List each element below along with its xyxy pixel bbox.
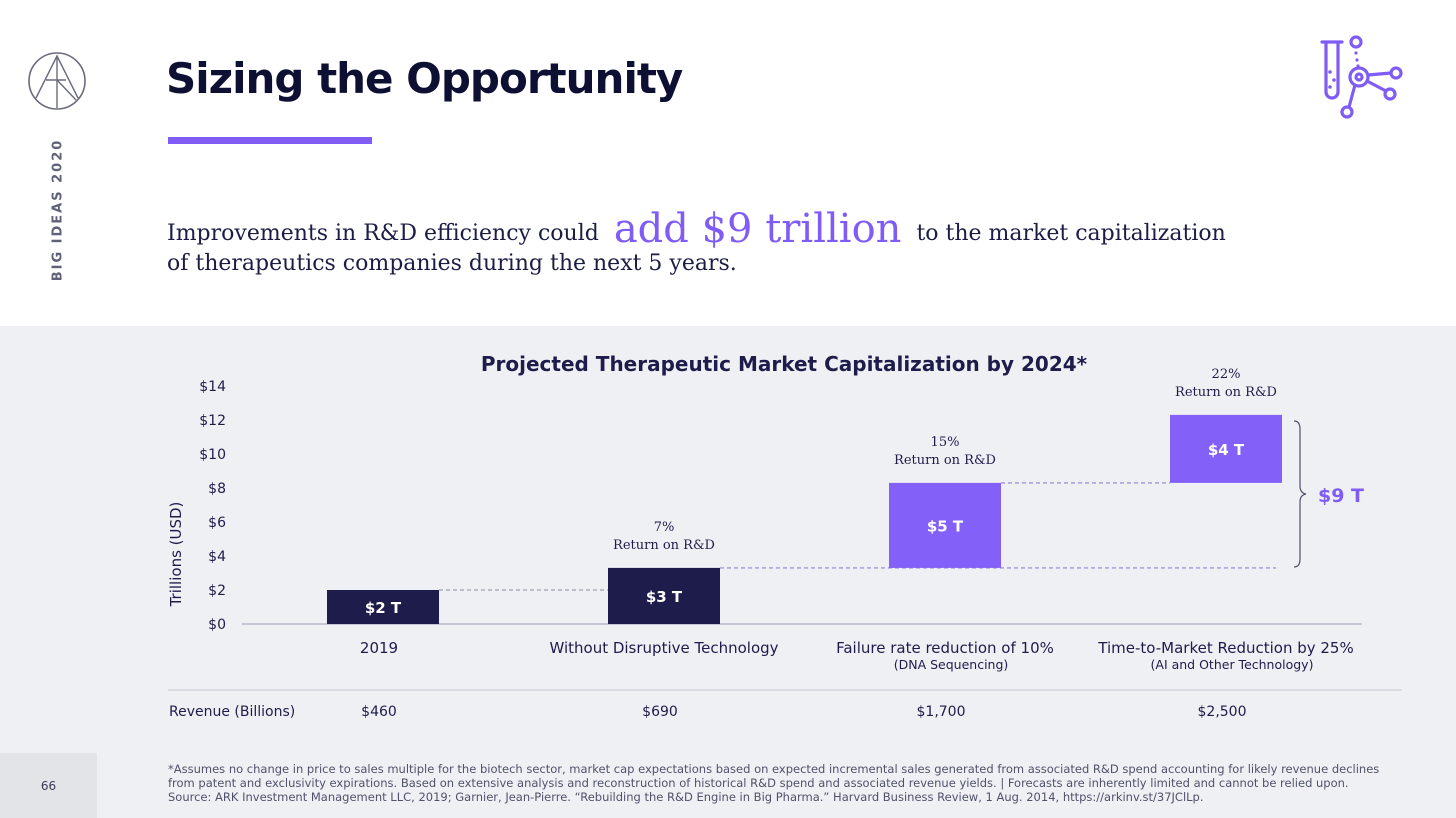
return-label: Return on R&D	[1175, 385, 1277, 400]
revenue-value: $460	[361, 704, 397, 720]
revenue-value: $1,700	[917, 704, 966, 720]
category-sublabel: (DNA Sequencing)	[894, 657, 1009, 672]
y-tick-label: $6	[208, 515, 226, 531]
return-label: Return on R&D	[894, 453, 996, 468]
ark-logo-icon	[28, 52, 86, 110]
category-sublabel: (AI and Other Technology)	[1151, 657, 1314, 672]
headline-highlight: add $9 trillion	[613, 206, 902, 252]
return-label: Return on R&D	[613, 538, 715, 553]
page-number: 66	[0, 753, 97, 818]
y-tick-label: $2	[208, 583, 226, 599]
bracket-label: $9 T	[1318, 485, 1364, 507]
chart-title: Projected Therapeutic Market Capitalizat…	[481, 352, 1088, 376]
category-label: Without Disruptive Technology	[549, 639, 778, 657]
bar	[889, 482, 1001, 568]
side-label: BIG IDEAS 2020	[50, 138, 66, 282]
waterfall-chart: Projected Therapeutic Market Capitalizat…	[167, 352, 1402, 720]
bar-value-label: $5 T	[927, 517, 964, 535]
page-title: Sizing the Opportunity	[166, 54, 683, 103]
revenue-value: $690	[642, 704, 678, 720]
total-bracket	[1293, 420, 1307, 568]
return-percent: 15%	[931, 435, 960, 450]
category-label: Time-to-Market Reduction by 25%	[1097, 639, 1353, 657]
y-tick-label: $8	[208, 481, 226, 497]
footnote: *Assumes no change in price to sales mul…	[168, 762, 1408, 804]
category-label: Failure rate reduction of 10%	[836, 639, 1054, 657]
category-label: 2019	[360, 639, 398, 657]
headline-after: to the market capitalization of therapeu…	[167, 221, 1226, 276]
bar	[608, 567, 720, 624]
test-tube-molecule-icon	[1320, 35, 1403, 119]
y-tick-label: $12	[199, 413, 226, 429]
chart-panel	[0, 326, 1456, 818]
y-tick-label: $14	[199, 379, 226, 395]
y-tick-label: $10	[199, 447, 226, 463]
revenue-value: $2,500	[1198, 704, 1247, 720]
y-tick-label: $0	[208, 617, 226, 633]
bar-value-label: $4 T	[1208, 441, 1245, 459]
bar	[327, 590, 439, 624]
return-percent: 22%	[1212, 367, 1241, 382]
bar-value-label: $2 T	[365, 599, 402, 617]
return-percent: 7%	[654, 520, 675, 535]
bar	[1170, 414, 1282, 483]
footnote-assumptions: *Assumes no change in price to sales mul…	[168, 762, 1380, 790]
revenue-label: Revenue (Billions)	[169, 704, 295, 720]
title-underline	[168, 137, 372, 144]
footnote-source: Source: ARK Investment Management LLC, 2…	[168, 790, 1204, 804]
headline-before: Improvements in R&D efficiency could	[167, 221, 599, 246]
y-tick-label: $4	[208, 549, 226, 565]
y-axis-label: Trillions (USD)	[167, 502, 185, 608]
bar-value-label: $3 T	[646, 588, 683, 606]
headline: Improvements in R&D efficiency could add…	[167, 209, 1247, 279]
